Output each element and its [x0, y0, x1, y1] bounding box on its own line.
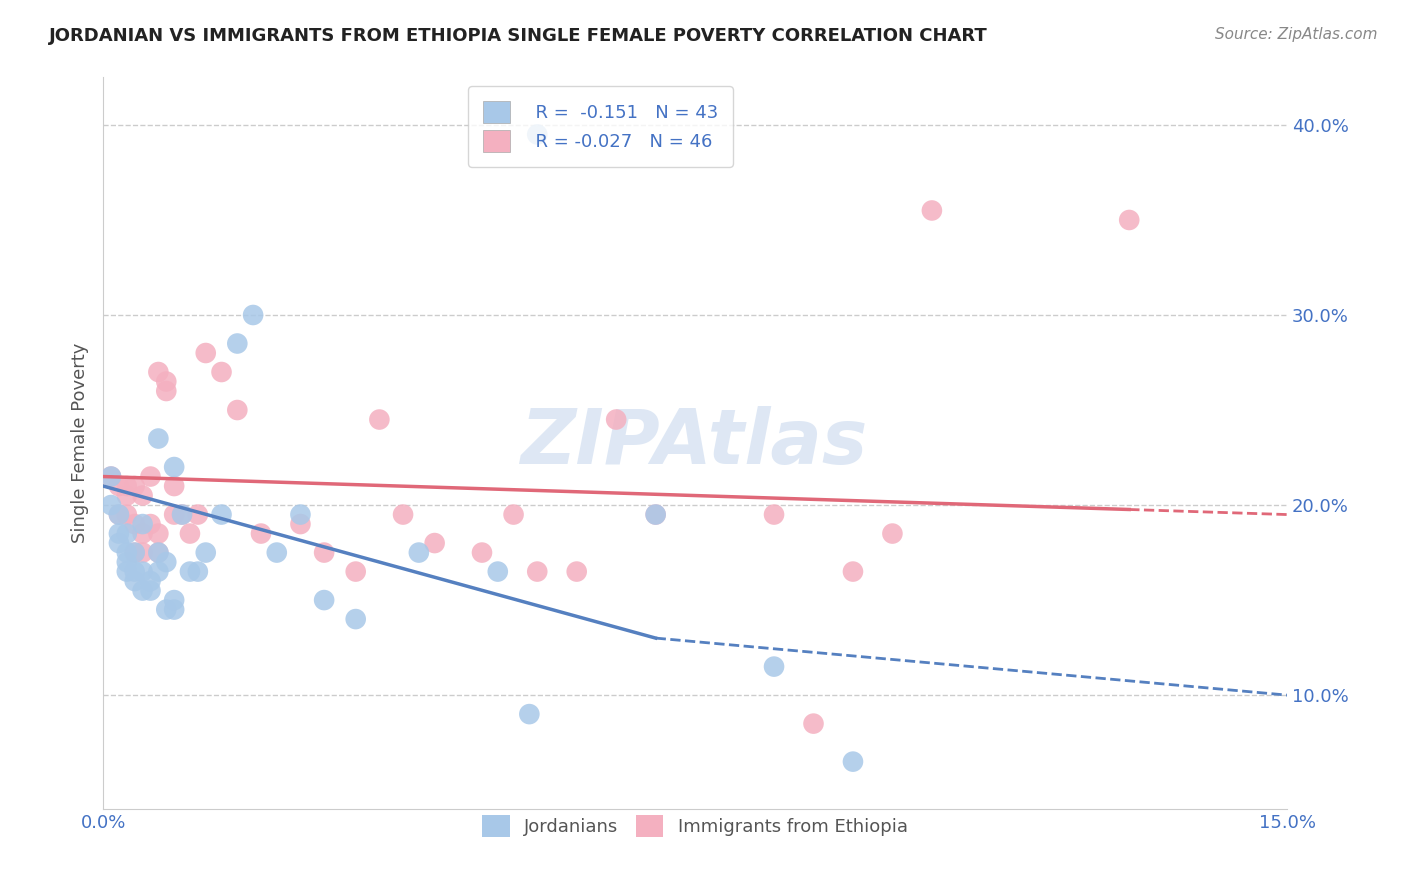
Point [471, 545, 494, 559]
Point [139, 517, 162, 532]
Point [170, 508, 193, 522]
Point [250, 526, 273, 541]
Point [211, 508, 233, 522]
Point [139, 583, 162, 598]
Point [226, 403, 249, 417]
Point [290, 517, 312, 532]
Text: Source: ZipAtlas.com: Source: ZipAtlas.com [1215, 27, 1378, 42]
Point [100, 469, 122, 483]
Point [148, 365, 170, 379]
Point [486, 565, 509, 579]
Point [526, 565, 548, 579]
Y-axis label: Single Female Poverty: Single Female Poverty [72, 343, 89, 543]
Point [155, 375, 177, 389]
Point [242, 308, 264, 322]
Point [842, 755, 865, 769]
Point [163, 479, 186, 493]
Legend: Jordanians, Immigrants from Ethiopia: Jordanians, Immigrants from Ethiopia [475, 807, 915, 844]
Point [163, 593, 186, 607]
Point [148, 545, 170, 559]
Point [226, 336, 249, 351]
Point [565, 565, 588, 579]
Point [882, 526, 904, 541]
Point [100, 469, 122, 483]
Point [392, 508, 415, 522]
Point [115, 555, 138, 569]
Point [124, 574, 146, 588]
Point [170, 508, 193, 522]
Point [115, 479, 138, 493]
Point [368, 412, 391, 426]
Point [605, 412, 627, 426]
Point [148, 432, 170, 446]
Point [131, 526, 153, 541]
Point [517, 707, 540, 722]
Point [644, 508, 666, 522]
Point [124, 545, 146, 559]
Point [139, 574, 162, 588]
Point [155, 555, 177, 569]
Point [803, 716, 825, 731]
Point [108, 526, 131, 541]
Point [115, 565, 138, 579]
Point [131, 517, 153, 532]
Point [148, 545, 170, 559]
Point [115, 508, 138, 522]
Point [163, 602, 186, 616]
Point [763, 508, 786, 522]
Point [108, 508, 131, 522]
Point [124, 565, 146, 579]
Point [108, 536, 131, 550]
Text: ZIPAtlas: ZIPAtlas [522, 406, 869, 480]
Point [266, 545, 288, 559]
Point [423, 536, 446, 550]
Point [124, 545, 146, 559]
Point [148, 526, 170, 541]
Point [163, 460, 186, 475]
Point [115, 526, 138, 541]
Point [124, 479, 146, 493]
Point [131, 545, 153, 559]
Point [921, 203, 943, 218]
Point [179, 526, 201, 541]
Point [290, 508, 312, 522]
Point [187, 508, 209, 522]
Point [108, 479, 131, 493]
Point [644, 508, 666, 522]
Point [139, 469, 162, 483]
Point [148, 565, 170, 579]
Point [344, 565, 367, 579]
Point [187, 565, 209, 579]
Point [314, 545, 336, 559]
Point [842, 565, 865, 579]
Point [194, 545, 217, 559]
Point [344, 612, 367, 626]
Point [1118, 213, 1140, 227]
Point [131, 583, 153, 598]
Point [131, 565, 153, 579]
Point [179, 565, 201, 579]
Point [115, 489, 138, 503]
Point [163, 508, 186, 522]
Point [115, 545, 138, 559]
Point [763, 659, 786, 673]
Point [211, 365, 233, 379]
Point [131, 489, 153, 503]
Point [100, 498, 122, 512]
Point [155, 384, 177, 398]
Point [314, 593, 336, 607]
Point [526, 128, 548, 142]
Text: JORDANIAN VS IMMIGRANTS FROM ETHIOPIA SINGLE FEMALE POVERTY CORRELATION CHART: JORDANIAN VS IMMIGRANTS FROM ETHIOPIA SI… [49, 27, 988, 45]
Point [408, 545, 430, 559]
Point [124, 517, 146, 532]
Point [502, 508, 524, 522]
Point [155, 602, 177, 616]
Point [194, 346, 217, 360]
Point [108, 508, 131, 522]
